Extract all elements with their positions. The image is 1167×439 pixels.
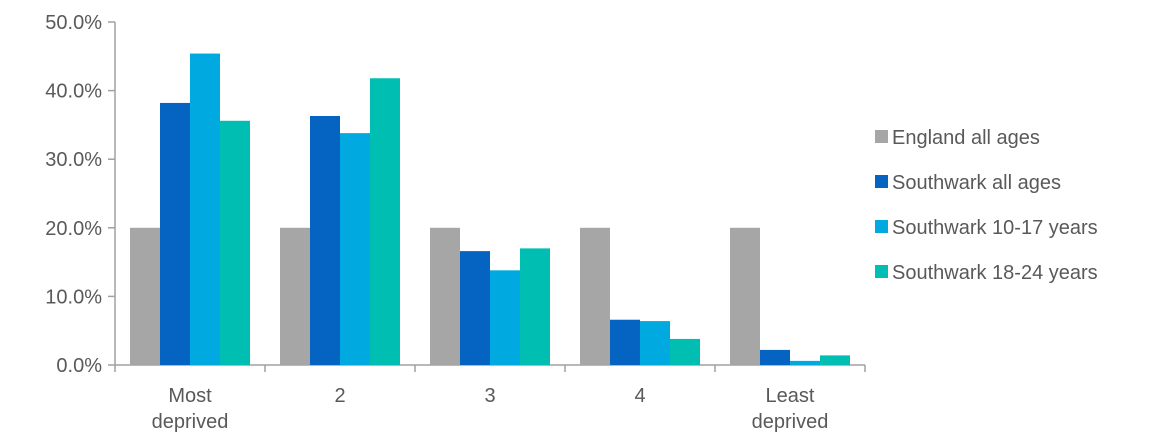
bar xyxy=(130,227,160,365)
x-category-label: Most deprived xyxy=(152,385,229,433)
legend-label: England all ages xyxy=(892,127,1040,149)
legend-swatch xyxy=(875,220,888,233)
legend-swatch xyxy=(875,265,888,278)
y-tick-label: 20.0% xyxy=(45,218,102,240)
y-tick-label: 0.0% xyxy=(56,355,102,377)
bar xyxy=(790,360,820,365)
bar xyxy=(280,227,310,365)
bar xyxy=(490,270,520,365)
bar xyxy=(580,227,610,365)
bar xyxy=(160,102,190,365)
bars xyxy=(130,53,850,366)
y-tick-label: 10.0% xyxy=(45,286,102,308)
bar xyxy=(670,338,700,365)
legend-swatch xyxy=(875,130,888,143)
bar xyxy=(760,349,790,365)
bar xyxy=(640,321,670,365)
x-category-label: 2 xyxy=(334,385,345,407)
y-tick-label: 40.0% xyxy=(45,81,102,103)
y-axis: 0.0% 10.0% 20.0% 30.0% 40.0% 50.0% xyxy=(45,12,116,377)
bar xyxy=(730,227,760,365)
x-axis: Most deprived 2 3 4 Least deprived xyxy=(114,364,866,433)
plot-area: 0.0% 10.0% 20.0% 30.0% 40.0% 50.0% Most depriv… xyxy=(45,12,866,433)
x-category-label: 3 xyxy=(484,385,495,407)
legend-item: Southwark all ages xyxy=(875,172,1061,194)
bar xyxy=(220,120,250,365)
bar xyxy=(340,133,370,365)
legend-item: Southwark 18-24 years xyxy=(875,262,1098,284)
bar xyxy=(610,319,640,365)
bar xyxy=(820,355,850,365)
legend: England all ages Southwark all ages Southw… xyxy=(875,127,1098,284)
bar xyxy=(430,227,460,365)
legend-item: England all ages xyxy=(875,127,1040,149)
legend-swatch xyxy=(875,175,888,188)
legend-label: Southwark all ages xyxy=(892,172,1061,194)
bar xyxy=(190,53,220,365)
bar xyxy=(370,78,400,365)
legend-label: Southwark 18-24 years xyxy=(892,262,1098,284)
x-category-label: 4 xyxy=(634,385,645,407)
bar xyxy=(520,248,550,365)
x-category-label: Least deprived xyxy=(752,385,829,433)
bar xyxy=(460,251,490,365)
legend-label: Southwark 10-17 years xyxy=(892,217,1098,239)
legend-item: Southwark 10-17 years xyxy=(875,217,1098,239)
y-tick-label: 30.0% xyxy=(45,149,102,171)
y-tick-label: 50.0% xyxy=(45,12,102,34)
bar xyxy=(310,115,340,366)
